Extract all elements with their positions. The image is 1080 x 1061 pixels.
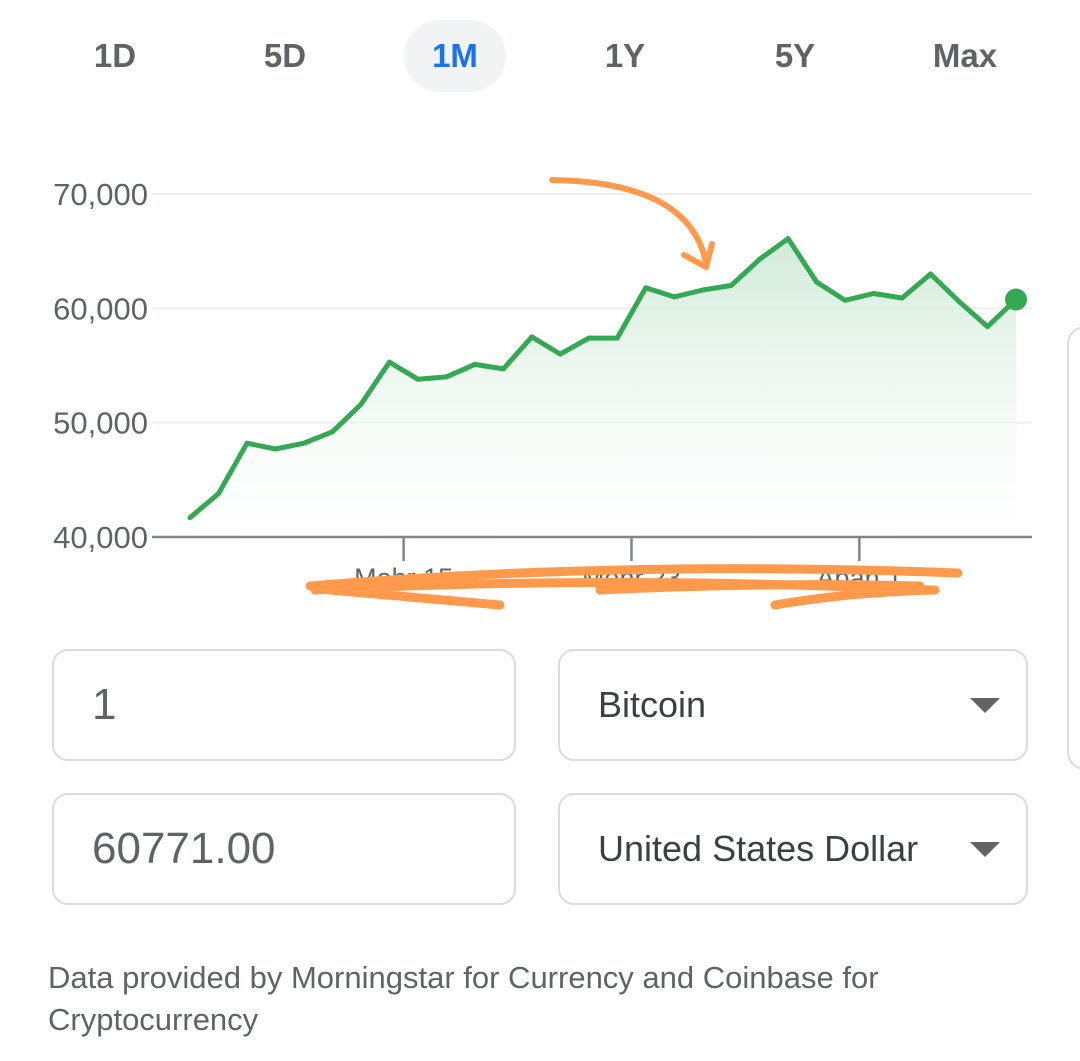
to-currency-select[interactable]: United States Dollar (558, 793, 1028, 905)
data-point (671, 294, 677, 300)
adjacent-card-edge (1067, 326, 1080, 770)
data-point (529, 334, 535, 340)
y-tick-label: 60,000 (53, 291, 148, 326)
data-point (871, 291, 876, 296)
data-point (956, 299, 962, 304)
data-point (330, 429, 335, 435)
to-currency-label: United States Dollar (598, 828, 919, 869)
data-point (928, 271, 933, 277)
data-point (415, 376, 421, 382)
data-point (187, 515, 193, 520)
converted-amount-input[interactable]: 60771.00 (52, 793, 516, 905)
y-tick-label: 70,000 (53, 177, 148, 212)
y-tick-label: 40,000 (53, 520, 148, 555)
tab-5d[interactable]: 5D (263, 37, 307, 74)
hand-drawn-annotations (305, 177, 963, 610)
price-line (187, 236, 1019, 521)
data-point (216, 491, 221, 496)
data-point (586, 335, 592, 341)
annotation-arrow-head (681, 241, 715, 270)
data-point (386, 359, 392, 365)
y-tick-label: 50,000 (53, 406, 148, 441)
data-point (899, 295, 905, 301)
dropdown-caret-icon (970, 842, 1000, 857)
data-point (814, 279, 820, 285)
data-point (700, 287, 706, 293)
from-currency-select[interactable]: Bitcoin (558, 649, 1028, 761)
data-point (757, 256, 763, 262)
data-point (842, 297, 848, 303)
dropdown-caret-icon (970, 698, 1000, 713)
data-point (472, 361, 478, 367)
price-chart[interactable]: 70,000 60,000 50,000 40,000 Mehr 15 Mehr 23 A… (0, 120, 1080, 620)
data-point (273, 446, 278, 452)
tab-max[interactable]: Max (932, 37, 998, 74)
data-point (728, 283, 734, 288)
data-point (614, 335, 620, 341)
annotation-scribble (305, 564, 963, 610)
data-point (301, 440, 307, 446)
range-tabs: 1D 5D 1M 1Y 5Y Max (30, 20, 1050, 94)
price-area (190, 238, 1016, 537)
data-point (985, 324, 990, 330)
tab-1m[interactable]: 1M (404, 20, 506, 92)
latest-price-dot[interactable] (1005, 288, 1027, 311)
data-point (643, 285, 649, 291)
annotation-arrow-icon (549, 177, 709, 266)
data-point (358, 401, 364, 407)
data-point (500, 366, 506, 372)
tab-1y[interactable]: 1Y (604, 37, 646, 74)
data-point (244, 440, 250, 446)
tab-5y[interactable]: 5Y (774, 37, 816, 74)
amount-input[interactable]: 1 (52, 649, 516, 761)
from-currency-label: Bitcoin (598, 684, 707, 725)
tab-1d[interactable]: 1D (93, 37, 137, 74)
data-point (443, 374, 449, 380)
data-source-note: Data provided by Morningstar for Currenc… (48, 960, 879, 1037)
data-point (557, 351, 563, 357)
data-point (785, 236, 791, 241)
